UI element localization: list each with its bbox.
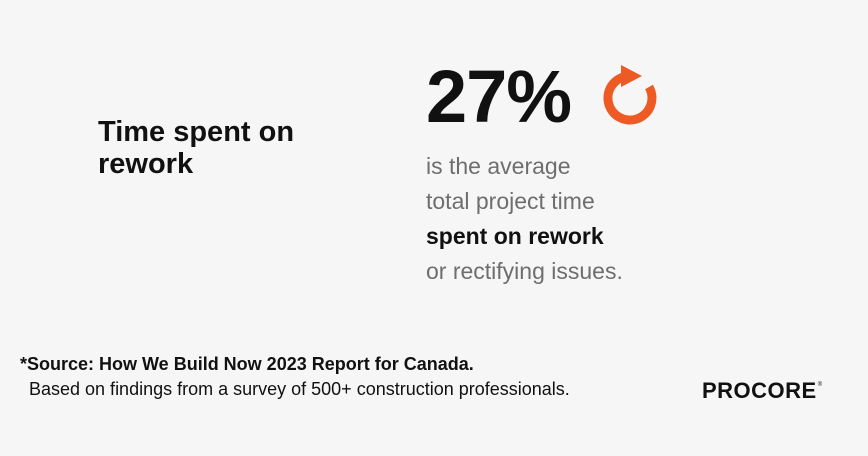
page-title-line-2: rework xyxy=(98,148,194,180)
description-line-3: spent on rework xyxy=(426,223,604,249)
description-line-1: is the average xyxy=(426,153,571,179)
registered-mark: ® xyxy=(817,382,823,388)
description-line-2: total project time xyxy=(426,188,595,214)
stat-value: 27% xyxy=(426,55,572,138)
rework-arrow-icon xyxy=(603,65,657,125)
stat-description: is the average total project time spent … xyxy=(426,149,806,289)
source-detail: Based on findings from a survey of 500+ … xyxy=(29,379,570,399)
logo-text: PROCORE xyxy=(702,378,817,403)
source-title: *Source: How We Build Now 2023 Report fo… xyxy=(20,354,474,374)
page-title: Time spent on rework xyxy=(98,116,358,180)
source-note: *Source: How We Build Now 2023 Report fo… xyxy=(20,352,570,402)
stat-block: 27% xyxy=(426,52,663,142)
page-title-line-1: Time spent on xyxy=(98,116,295,148)
description-line-4: or rectifying issues. xyxy=(426,258,623,284)
procore-logo: PROCORE ® xyxy=(702,378,822,404)
